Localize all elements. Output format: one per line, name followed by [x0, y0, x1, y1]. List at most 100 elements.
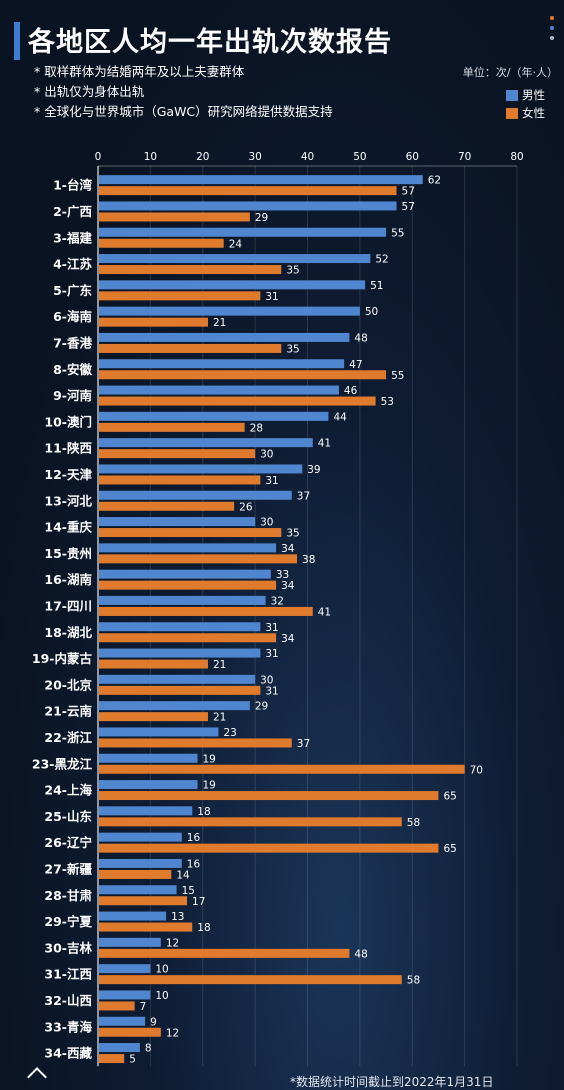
data-label-female: 65	[443, 843, 456, 855]
bar-female	[99, 528, 282, 538]
category-label: 8-安徽	[53, 362, 92, 377]
bar-male	[99, 727, 219, 737]
notes: * 取样群体为结婚两年及以上夫妻群体 * 出轨仅为身体出轨 * 全球化与世界城市…	[34, 62, 333, 122]
category-label: 25-山东	[44, 809, 92, 824]
bar-male	[99, 359, 345, 369]
bar-female	[99, 317, 208, 327]
bar-male	[99, 701, 250, 711]
category-label: 33-青海	[44, 1019, 92, 1034]
bar-female	[99, 238, 224, 248]
data-label-female: 21	[213, 712, 226, 724]
category-label: 26-辽宁	[44, 835, 92, 850]
data-label-female: 21	[213, 659, 226, 671]
page-title: 各地区人均一年出轨次数报告	[28, 27, 392, 58]
data-label-male: 15	[182, 885, 195, 897]
category-label: 4-江苏	[53, 257, 92, 272]
bar-male	[99, 806, 193, 816]
x-tick-label: 30	[248, 151, 261, 163]
bar-male	[99, 674, 256, 684]
category-label: 20-北京	[44, 677, 92, 692]
bar-female	[99, 896, 188, 906]
bar-female	[99, 633, 277, 643]
category-label: 31-江西	[44, 967, 92, 982]
data-label-male: 50	[365, 306, 378, 318]
data-label-female: 70	[470, 764, 483, 776]
bar-male	[99, 464, 303, 474]
data-label-female: 31	[265, 475, 278, 487]
bar-female	[99, 817, 402, 827]
bar-female	[99, 843, 439, 853]
bar-male	[99, 648, 261, 658]
category-label: 6-海南	[53, 309, 92, 324]
bar-female	[99, 1027, 161, 1037]
bar-male	[99, 438, 313, 448]
data-label-male: 32	[271, 595, 284, 607]
bar-female	[99, 869, 172, 879]
data-label-female: 38	[302, 554, 315, 566]
bar-male	[99, 964, 151, 974]
data-label-male: 29	[255, 701, 268, 713]
data-label-female: 48	[354, 948, 367, 960]
data-label-female: 35	[286, 343, 299, 355]
bar-male	[99, 201, 397, 211]
data-label-male: 18	[197, 806, 210, 818]
data-label-female: 14	[176, 869, 190, 881]
note-sample: * 取样群体为结婚两年及以上夫妻群体	[34, 64, 245, 79]
dot-icon	[550, 36, 554, 40]
data-label-male: 23	[223, 727, 236, 739]
data-label-male: 34	[281, 543, 295, 555]
category-label: 24-上海	[44, 783, 92, 798]
bar-male	[99, 411, 329, 421]
category-label: 9-河南	[53, 388, 92, 403]
x-tick-label: 40	[301, 151, 314, 163]
data-label-female: 65	[443, 791, 456, 803]
bar-female	[99, 922, 193, 932]
category-label: 10-澳门	[44, 414, 92, 429]
bar-male	[99, 332, 350, 342]
bar-female	[99, 580, 277, 590]
data-label-male: 37	[297, 490, 310, 502]
data-label-male: 31	[265, 622, 278, 634]
data-label-female: 34	[281, 633, 295, 645]
bar-female	[99, 712, 208, 722]
x-tick-label: 20	[196, 151, 209, 163]
bar-male	[99, 911, 167, 921]
bar-male	[99, 780, 198, 790]
bar-female	[99, 738, 292, 748]
bar-female	[99, 1001, 135, 1011]
data-label-male: 8	[145, 1043, 152, 1055]
bar-female	[99, 554, 298, 564]
category-label: 22-浙江	[44, 730, 92, 745]
data-label-female: 41	[318, 606, 331, 618]
data-label-female: 55	[391, 370, 404, 382]
bar-female	[99, 343, 282, 353]
bar-male	[99, 858, 182, 868]
bar-female	[99, 1054, 125, 1064]
bar-male	[99, 280, 366, 290]
data-label-female: 58	[407, 817, 420, 829]
x-tick-label: 70	[458, 151, 471, 163]
unit-label: 单位：次/（年·人）	[462, 66, 558, 79]
data-label-female: 37	[297, 738, 310, 750]
category-label: 18-湖北	[44, 625, 92, 640]
bar-female	[99, 975, 402, 985]
category-label: 11-陕西	[44, 441, 92, 456]
bar-female	[99, 291, 261, 301]
data-label-male: 33	[276, 569, 289, 581]
footer-note: *数据统计时间截止到2022年1月31日	[290, 1075, 494, 1089]
data-label-female: 18	[197, 922, 210, 934]
data-label-male: 55	[391, 227, 404, 239]
data-label-female: 31	[265, 685, 278, 697]
category-label: 2-广西	[53, 204, 92, 219]
data-label-male: 47	[349, 359, 362, 371]
bar-female	[99, 449, 256, 459]
x-tick-label: 0	[95, 151, 102, 163]
data-label-female: 30	[260, 449, 273, 461]
data-label-male: 30	[260, 674, 273, 686]
bar-female	[99, 265, 282, 275]
data-label-male: 57	[402, 201, 415, 213]
data-label-female: 34	[281, 580, 295, 592]
bar-male	[99, 622, 261, 632]
category-label: 12-天津	[44, 467, 92, 482]
bar-male	[99, 990, 151, 1000]
